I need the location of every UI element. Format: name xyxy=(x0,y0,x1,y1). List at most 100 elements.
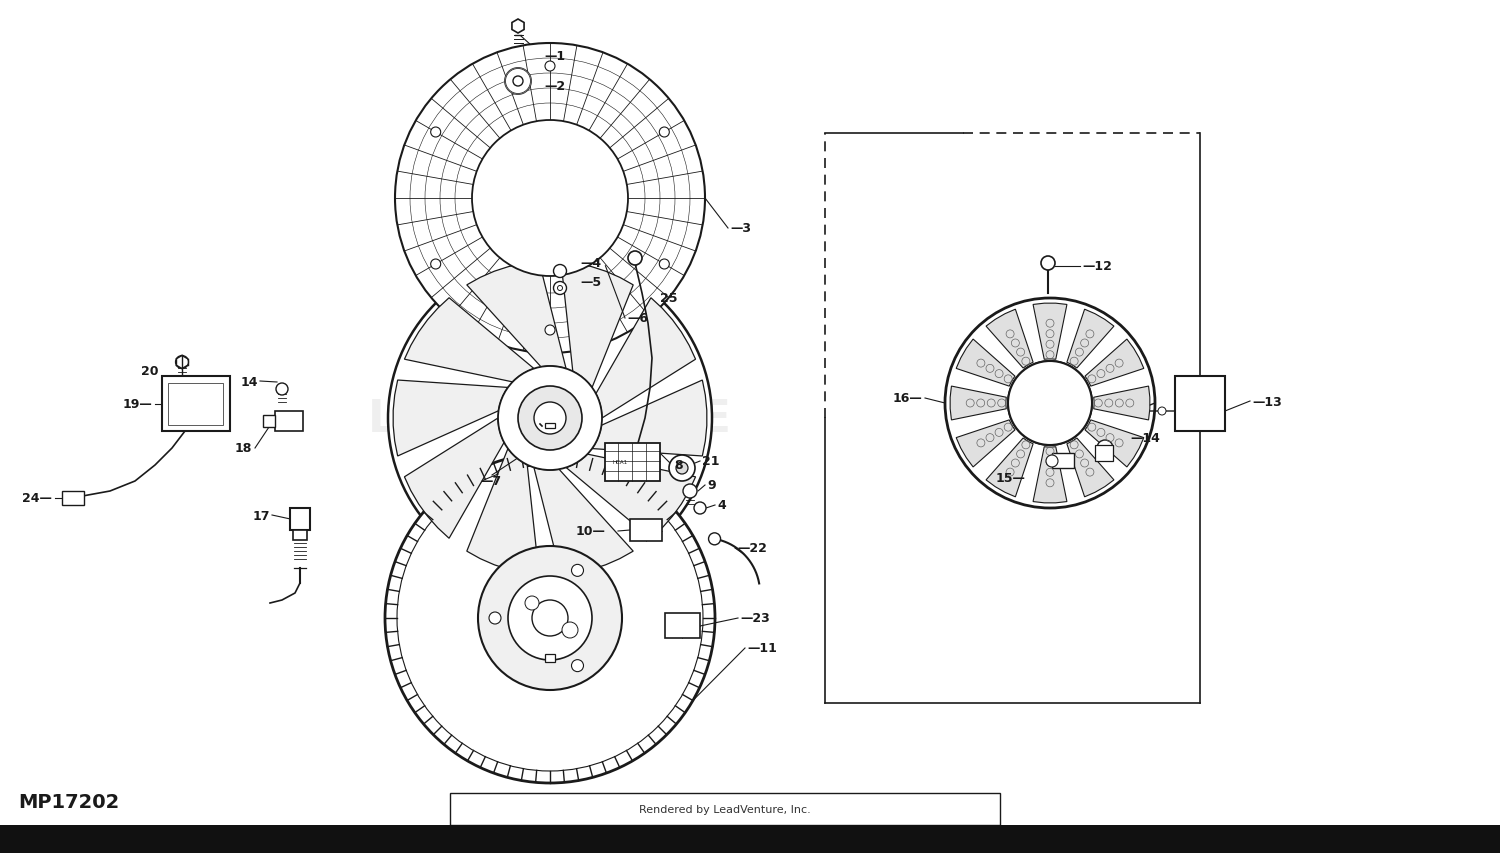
Polygon shape xyxy=(956,421,1016,467)
Text: Rendered by LeadVenture, Inc.: Rendered by LeadVenture, Inc. xyxy=(639,804,812,814)
Circle shape xyxy=(1008,362,1092,445)
Circle shape xyxy=(669,456,694,481)
Bar xyxy=(544,654,555,662)
Circle shape xyxy=(1041,257,1054,270)
Text: —14: —14 xyxy=(1130,432,1160,445)
Circle shape xyxy=(518,386,582,450)
Circle shape xyxy=(572,565,584,577)
Bar xyxy=(1052,454,1074,468)
Polygon shape xyxy=(1066,438,1114,497)
Circle shape xyxy=(430,128,441,138)
Polygon shape xyxy=(566,455,696,538)
Circle shape xyxy=(534,403,566,434)
Text: 15—: 15— xyxy=(994,472,1024,485)
Text: 14: 14 xyxy=(240,375,258,388)
Text: 10—: 10— xyxy=(574,525,604,538)
Polygon shape xyxy=(466,449,538,575)
Bar xyxy=(0,825,1500,853)
Circle shape xyxy=(1158,408,1166,415)
Text: —6: —6 xyxy=(627,312,648,325)
Circle shape xyxy=(628,252,642,265)
Polygon shape xyxy=(986,438,1033,497)
Text: 18: 18 xyxy=(234,442,252,455)
Polygon shape xyxy=(393,380,508,456)
Circle shape xyxy=(558,286,562,291)
Text: —1: —1 xyxy=(544,49,566,62)
Polygon shape xyxy=(986,310,1033,368)
Circle shape xyxy=(562,623,578,638)
Circle shape xyxy=(394,44,705,354)
Circle shape xyxy=(1046,456,1058,467)
Text: —13: —13 xyxy=(1252,395,1281,408)
Polygon shape xyxy=(1034,447,1066,503)
Text: —23: —23 xyxy=(740,612,770,624)
Polygon shape xyxy=(1034,304,1066,360)
Circle shape xyxy=(506,69,531,95)
Bar xyxy=(544,423,555,428)
Polygon shape xyxy=(1084,339,1144,386)
Polygon shape xyxy=(405,299,534,382)
Text: 8: 8 xyxy=(674,459,682,472)
Text: 20: 20 xyxy=(141,365,158,378)
Bar xyxy=(1095,445,1113,461)
Circle shape xyxy=(660,128,669,138)
Text: —12: —12 xyxy=(1082,260,1112,273)
Circle shape xyxy=(572,660,584,672)
Polygon shape xyxy=(592,380,706,456)
Circle shape xyxy=(945,299,1155,508)
Circle shape xyxy=(694,502,706,514)
Bar xyxy=(630,519,662,542)
Circle shape xyxy=(544,326,555,335)
Text: 4: 4 xyxy=(717,499,726,512)
Text: —22: —22 xyxy=(736,542,766,554)
Circle shape xyxy=(398,466,704,771)
Bar xyxy=(292,531,308,540)
Circle shape xyxy=(509,577,592,660)
Circle shape xyxy=(544,62,555,72)
Text: —4: —4 xyxy=(580,258,602,270)
Text: —2: —2 xyxy=(544,79,566,92)
Polygon shape xyxy=(1094,386,1150,421)
Circle shape xyxy=(554,282,567,295)
Polygon shape xyxy=(561,262,633,388)
Bar xyxy=(450,793,1001,825)
Circle shape xyxy=(1008,362,1092,445)
Bar xyxy=(664,613,700,638)
Polygon shape xyxy=(950,386,1006,421)
Circle shape xyxy=(660,259,669,270)
Circle shape xyxy=(472,121,628,276)
Text: 25: 25 xyxy=(660,293,678,305)
Text: 21: 21 xyxy=(702,455,720,468)
Circle shape xyxy=(708,533,720,545)
Text: 17: 17 xyxy=(252,509,270,522)
Circle shape xyxy=(532,601,568,636)
Bar xyxy=(162,376,230,432)
Polygon shape xyxy=(596,299,696,419)
Bar xyxy=(62,491,84,506)
Bar xyxy=(274,411,303,432)
Polygon shape xyxy=(512,20,524,34)
Circle shape xyxy=(386,454,716,783)
Circle shape xyxy=(525,596,538,610)
Circle shape xyxy=(1096,440,1113,456)
Circle shape xyxy=(388,257,712,580)
Polygon shape xyxy=(1066,310,1114,368)
Polygon shape xyxy=(534,468,633,575)
Circle shape xyxy=(682,485,698,498)
Text: LEADVENTURE: LEADVENTURE xyxy=(368,397,732,440)
Circle shape xyxy=(478,547,622,690)
Text: 19—: 19— xyxy=(123,398,152,411)
Text: —11: —11 xyxy=(747,641,777,655)
Text: —5: —5 xyxy=(580,276,602,288)
Circle shape xyxy=(513,77,523,87)
Text: 24—: 24— xyxy=(22,492,53,505)
Bar xyxy=(1174,376,1225,432)
Circle shape xyxy=(430,259,441,270)
Bar xyxy=(290,508,310,531)
Polygon shape xyxy=(956,339,1016,386)
Circle shape xyxy=(498,367,602,471)
Text: HCA1: HCA1 xyxy=(612,460,627,465)
Text: 16—: 16— xyxy=(892,392,922,405)
Text: —7: —7 xyxy=(480,475,501,488)
Text: MP17202: MP17202 xyxy=(18,792,120,811)
